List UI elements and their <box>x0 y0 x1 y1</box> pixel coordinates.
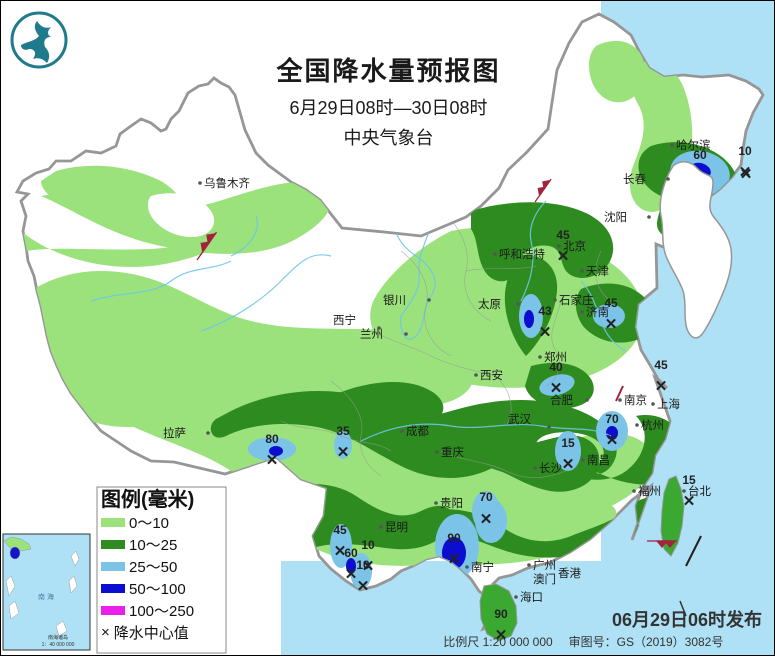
svg-text:✕: ✕ <box>495 627 508 644</box>
svg-text:南 海: 南 海 <box>38 592 54 601</box>
svg-text:70: 70 <box>605 412 619 426</box>
svg-text:15: 15 <box>682 473 696 487</box>
svg-text:✕: ✕ <box>606 432 619 449</box>
svg-text:06月29日06时发布: 06月29日06时发布 <box>612 609 762 630</box>
svg-text:✕: ✕ <box>266 452 279 469</box>
svg-text:✕: ✕ <box>562 456 575 473</box>
svg-text:重庆: 重庆 <box>441 445 464 459</box>
svg-text:成都: 成都 <box>406 425 429 438</box>
svg-text:福州: 福州 <box>638 484 661 498</box>
svg-text:太原: 太原 <box>478 298 501 311</box>
svg-text:上海: 上海 <box>657 397 680 411</box>
svg-text:贵阳: 贵阳 <box>440 497 463 510</box>
svg-text:40: 40 <box>549 360 563 374</box>
svg-text:南宁: 南宁 <box>471 560 494 574</box>
svg-text:石家庄: 石家庄 <box>559 293 594 307</box>
svg-text:15: 15 <box>561 436 575 450</box>
svg-text:审图号：GS（2019）3082号: 审图号：GS（2019）3082号 <box>569 634 724 649</box>
svg-text:武汉: 武汉 <box>508 413 531 426</box>
svg-text:35: 35 <box>336 424 350 438</box>
svg-text:10: 10 <box>356 558 370 572</box>
svg-text:10: 10 <box>361 538 375 552</box>
svg-text:90: 90 <box>447 531 461 545</box>
svg-text:90: 90 <box>494 607 508 621</box>
svg-text:广州: 广州 <box>533 559 556 572</box>
svg-text:70: 70 <box>479 490 493 504</box>
svg-text:澳门: 澳门 <box>533 572 556 586</box>
svg-text:天津: 天津 <box>586 265 609 278</box>
svg-text:✕: ✕ <box>655 378 668 395</box>
svg-text:长春: 长春 <box>623 173 646 186</box>
svg-text:银川: 银川 <box>383 293 406 307</box>
svg-text:60: 60 <box>693 148 707 162</box>
svg-text:✕: ✕ <box>557 248 570 265</box>
svg-text:南海诸岛: 南海诸岛 <box>48 634 68 641</box>
svg-text:✕: ✕ <box>550 380 563 397</box>
svg-text:长沙: 长沙 <box>539 462 562 475</box>
svg-text:杭州: 杭州 <box>641 418 664 432</box>
svg-text:45: 45 <box>556 228 570 242</box>
svg-text:西安: 西安 <box>480 368 503 382</box>
svg-text:✕: ✕ <box>739 164 752 181</box>
svg-text:✕: ✕ <box>683 493 696 510</box>
svg-text:45: 45 <box>333 523 347 537</box>
svg-text:✕: ✕ <box>357 578 370 595</box>
svg-text:乌鲁木齐: 乌鲁木齐 <box>204 176 250 190</box>
svg-text:拉萨: 拉萨 <box>163 426 186 440</box>
svg-text:南昌: 南昌 <box>587 453 610 467</box>
svg-text:海口: 海口 <box>520 590 543 604</box>
svg-text:43: 43 <box>538 304 552 318</box>
svg-text:✕: ✕ <box>480 511 493 528</box>
svg-text:80: 80 <box>265 432 279 446</box>
svg-text:45: 45 <box>654 358 668 372</box>
svg-text:沈阳: 沈阳 <box>604 210 627 224</box>
svg-text:南京: 南京 <box>624 393 647 407</box>
svg-text:✕: ✕ <box>337 444 350 461</box>
svg-text:✕: ✕ <box>605 316 618 333</box>
svg-text:西宁: 西宁 <box>333 313 356 327</box>
svg-text:✕: ✕ <box>448 551 461 568</box>
svg-text:1：40 000 000: 1：40 000 000 <box>42 642 75 648</box>
svg-text:45: 45 <box>604 296 618 310</box>
svg-text:✕: ✕ <box>334 543 347 560</box>
svg-text:昆明: 昆明 <box>385 521 408 534</box>
svg-text:香港: 香港 <box>558 567 581 580</box>
svg-text:呼和浩特: 呼和浩特 <box>499 247 545 261</box>
svg-text:兰州: 兰州 <box>360 328 383 341</box>
svg-text:✕: ✕ <box>539 324 552 341</box>
